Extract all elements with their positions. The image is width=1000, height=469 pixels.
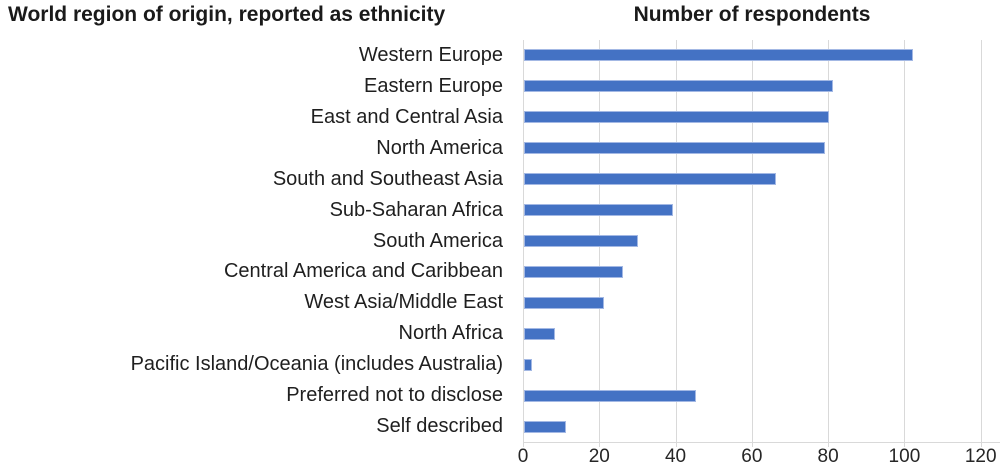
chart-title: Number of respondents bbox=[633, 3, 871, 26]
category-axis: Western Europe Eastern Europe East and Cen… bbox=[0, 40, 503, 442]
x-tick-label: 80 bbox=[817, 446, 839, 467]
gridline-100 bbox=[904, 40, 906, 442]
gridline-40 bbox=[675, 40, 677, 442]
bar bbox=[524, 111, 830, 124]
category-label: Eastern Europe bbox=[364, 74, 503, 97]
bar bbox=[524, 389, 696, 402]
category-label: Self described bbox=[376, 415, 503, 438]
category-label: Pacific Island/Oceania (includes Austral… bbox=[130, 353, 503, 376]
x-axis-tick-labels: 0 20 40 60 80 100 120 bbox=[518, 446, 1000, 468]
bar bbox=[524, 296, 605, 309]
gridline-120 bbox=[980, 40, 982, 442]
bar bbox=[524, 265, 624, 278]
gridline-0 bbox=[523, 40, 524, 442]
category-label: Western Europe bbox=[358, 44, 503, 66]
tick-mark-0 bbox=[523, 442, 524, 447]
category-label: Central America and Caribbean bbox=[223, 260, 503, 283]
bar bbox=[524, 235, 639, 247]
tick-mark-80 bbox=[828, 442, 830, 447]
bar bbox=[524, 80, 833, 93]
category-label: South America bbox=[372, 229, 503, 252]
category-label: South and Southeast Asia bbox=[272, 167, 503, 190]
gridline-60 bbox=[751, 40, 753, 442]
category-label: Preferred not to disclose bbox=[286, 384, 503, 407]
category-label: North America bbox=[376, 136, 503, 159]
gridline-80 bbox=[828, 40, 830, 442]
chart-categories-title: World region of origin, reported as ethn… bbox=[8, 3, 446, 26]
tick-mark-120 bbox=[980, 442, 982, 447]
tick-mark-20 bbox=[599, 442, 601, 447]
x-tick-label: 40 bbox=[664, 446, 687, 467]
tick-mark-40 bbox=[675, 442, 677, 447]
x-axis-line bbox=[523, 442, 1000, 443]
tick-mark-60 bbox=[751, 442, 753, 447]
bar bbox=[524, 49, 914, 62]
bar bbox=[524, 204, 673, 217]
plot-area bbox=[523, 40, 1000, 447]
x-tick-label: 100 bbox=[888, 446, 921, 467]
x-tick-label: 60 bbox=[741, 446, 763, 467]
bar bbox=[524, 142, 826, 155]
x-tick-label: 20 bbox=[588, 446, 610, 467]
bar bbox=[524, 420, 566, 433]
category-label: North Africa bbox=[398, 322, 503, 345]
bar bbox=[524, 173, 776, 186]
category-label: West Asia/Middle East bbox=[304, 291, 503, 314]
category-label: East and Central Asia bbox=[310, 105, 503, 128]
x-tick-label: 120 bbox=[964, 446, 997, 467]
bar bbox=[524, 327, 555, 340]
tick-mark-100 bbox=[904, 442, 906, 447]
category-label: Sub-Saharan Africa bbox=[329, 198, 503, 221]
x-tick-label: 0 bbox=[517, 446, 529, 467]
bar bbox=[524, 358, 532, 371]
